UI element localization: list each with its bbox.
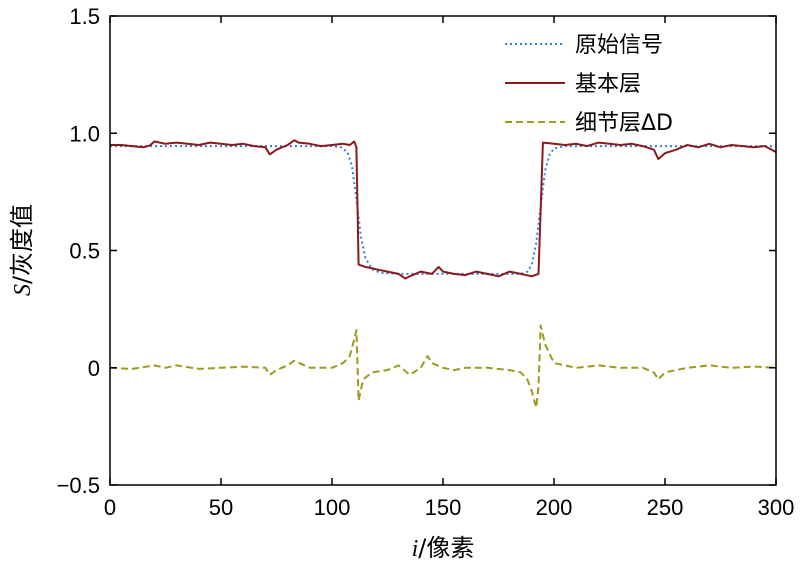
plot-frame — [109, 15, 777, 486]
x-tick-label: 300 — [758, 495, 795, 520]
x-tick-label: 200 — [536, 495, 573, 520]
legend-label-detail-layer: 细节层ΔD — [575, 111, 673, 136]
x-axis-title: i/像素 — [412, 534, 475, 562]
x-tick-label: 100 — [314, 495, 351, 520]
x-tick-label: 50 — [209, 495, 233, 520]
series-line-original — [110, 145, 776, 275]
y-tick-label: 1.0 — [69, 121, 100, 146]
series-line-detail-layer — [109, 324, 777, 409]
x-tick-label: 0 — [104, 495, 116, 520]
series-line-base-layer — [110, 139, 777, 280]
y-tick-label: 1.5 — [69, 4, 100, 29]
x-axis-unit: /像素 — [418, 534, 474, 562]
y-axis-title: S/灰度值 — [8, 204, 36, 296]
x-axis-variable: i — [412, 536, 419, 562]
y-tick-label: 0 — [88, 356, 100, 381]
y-axis-variable: S — [10, 284, 36, 296]
axis-ticks — [109, 15, 777, 486]
plot-lines — [109, 139, 777, 409]
legend: 原始信号 基本层 细节层ΔD — [505, 33, 673, 136]
y-axis-unit: /灰度值 — [8, 204, 36, 284]
tick-labels: 0 50 100 150 200 250 300−0.500.51.01.5 — [57, 4, 795, 520]
legend-label-base-layer: 基本层 — [575, 72, 641, 97]
y-tick-label: 0.5 — [69, 239, 100, 264]
legend-label-original: 原始信号 — [575, 33, 663, 58]
x-tick-label: 250 — [647, 495, 684, 520]
x-tick-label: 150 — [425, 495, 462, 520]
y-tick-label: −0.5 — [57, 473, 100, 498]
